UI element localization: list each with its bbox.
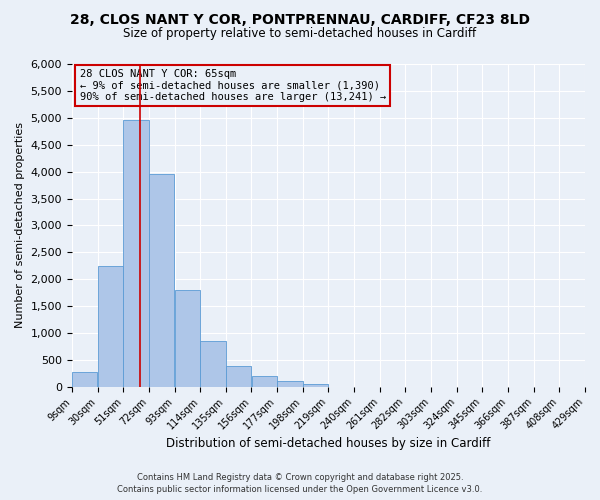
Text: 28, CLOS NANT Y COR, PONTPRENNAU, CARDIFF, CF23 8LD: 28, CLOS NANT Y COR, PONTPRENNAU, CARDIF… [70, 12, 530, 26]
X-axis label: Distribution of semi-detached houses by size in Cardiff: Distribution of semi-detached houses by … [166, 437, 491, 450]
Bar [277, 382, 302, 387]
Text: Size of property relative to semi-detached houses in Cardiff: Size of property relative to semi-detach… [124, 28, 476, 40]
Bar [226, 366, 251, 387]
Bar [98, 266, 123, 387]
Bar [72, 372, 97, 387]
Bar [175, 290, 200, 387]
Text: 28 CLOS NANT Y COR: 65sqm
← 9% of semi-detached houses are smaller (1,390)
90% o: 28 CLOS NANT Y COR: 65sqm ← 9% of semi-d… [80, 69, 386, 102]
Text: Contains HM Land Registry data © Crown copyright and database right 2025.
Contai: Contains HM Land Registry data © Crown c… [118, 472, 482, 494]
Bar [149, 174, 175, 387]
Y-axis label: Number of semi-detached properties: Number of semi-detached properties [15, 122, 25, 328]
Bar [200, 341, 226, 387]
Bar [303, 384, 328, 387]
Bar [251, 376, 277, 387]
Bar [124, 120, 149, 387]
